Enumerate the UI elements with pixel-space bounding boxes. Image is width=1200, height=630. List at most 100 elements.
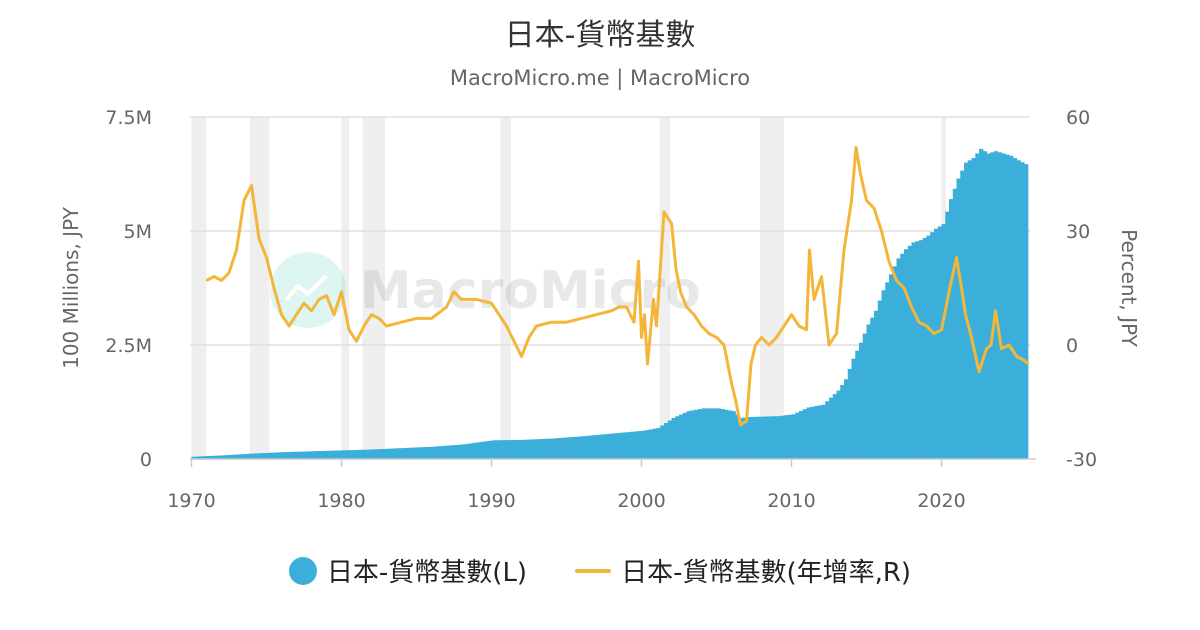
bar (847, 368, 853, 459)
bar (322, 450, 328, 459)
line-point (513, 340, 515, 343)
line-point (363, 325, 365, 327)
line-point (835, 332, 838, 335)
bar (742, 417, 748, 459)
line-point (675, 268, 677, 270)
bar (607, 433, 613, 459)
bar (656, 427, 661, 459)
bar (334, 450, 339, 459)
bar (930, 232, 935, 459)
bar (874, 310, 879, 459)
bar (1016, 160, 1021, 459)
bar (832, 394, 838, 459)
bar (994, 151, 999, 459)
bar (817, 405, 823, 459)
line-point (520, 355, 523, 358)
line-point (964, 313, 967, 316)
watermark-logo-icon (270, 252, 346, 328)
bar (754, 416, 759, 459)
line-point (715, 336, 718, 339)
line-point (775, 336, 778, 339)
legend-item-yoy[interactable]: 日本-貨幣基數(年增率,R) (575, 552, 911, 589)
line-point (790, 313, 793, 316)
bar (619, 432, 624, 459)
bar (281, 452, 286, 459)
bar (589, 435, 594, 459)
bar (581, 436, 586, 459)
bar (806, 407, 811, 459)
bar (829, 397, 834, 459)
line-point (333, 313, 335, 316)
bar (206, 456, 211, 459)
line-point (925, 325, 928, 327)
line-point (700, 325, 703, 327)
bar (731, 411, 736, 459)
bar (296, 451, 301, 459)
bar (814, 406, 819, 459)
bar (532, 439, 538, 459)
bar (566, 437, 571, 459)
bar (1012, 158, 1018, 460)
bar (547, 438, 553, 459)
bar (739, 417, 744, 459)
bar (356, 449, 361, 459)
bar (251, 453, 256, 459)
recession-band (659, 117, 670, 459)
recession-band (191, 117, 207, 459)
line-point (646, 363, 649, 365)
bar (836, 390, 841, 459)
bar (926, 235, 931, 459)
bar (570, 437, 575, 459)
line-point (505, 325, 508, 327)
line-point (955, 256, 958, 259)
bar (285, 452, 290, 459)
line-point (318, 298, 320, 301)
bar (712, 408, 718, 459)
legend: 日本-貨幣基數(L) 日本-貨幣基數(年增率,R) (0, 552, 1200, 589)
bar (439, 446, 444, 459)
bar (457, 444, 463, 459)
y-right-tick-label: -30 (1066, 449, 1097, 471)
bar (709, 408, 714, 459)
bar (645, 430, 650, 459)
bar (960, 170, 965, 459)
line-point (445, 306, 448, 308)
bar (904, 249, 909, 459)
y-left-tick-label: 2.5M (105, 335, 152, 357)
bar (397, 448, 403, 459)
bar (300, 451, 305, 459)
bar (307, 451, 313, 459)
line-point (325, 294, 328, 297)
bar (371, 449, 376, 459)
bar (660, 425, 665, 459)
bar (911, 242, 916, 459)
bar (214, 455, 219, 459)
y-right-tick-label: 30 (1066, 221, 1090, 243)
bar (727, 410, 733, 459)
bar (945, 211, 950, 459)
line-point (415, 317, 418, 320)
bar (799, 410, 804, 459)
bar (420, 447, 425, 459)
bar (195, 456, 200, 459)
bar (574, 436, 579, 459)
line-point (768, 344, 770, 346)
bar (450, 445, 455, 459)
bar (551, 438, 556, 459)
line-point (873, 207, 875, 209)
bar (585, 435, 590, 459)
recession-band (250, 117, 270, 459)
bar (907, 245, 913, 459)
line-point (220, 279, 223, 282)
bar (330, 450, 335, 459)
bar (382, 448, 388, 459)
bar (821, 404, 826, 459)
bar (971, 158, 976, 460)
watermark: MacroMicro (270, 252, 701, 328)
bar (484, 441, 489, 459)
legend-item-base[interactable]: 日本-貨幣基數(L) (288, 552, 527, 589)
line-point (1008, 344, 1010, 346)
bar (236, 454, 241, 459)
bar (225, 455, 230, 459)
legend-label-yoy: 日本-貨幣基數(年增率,R) (621, 558, 912, 588)
